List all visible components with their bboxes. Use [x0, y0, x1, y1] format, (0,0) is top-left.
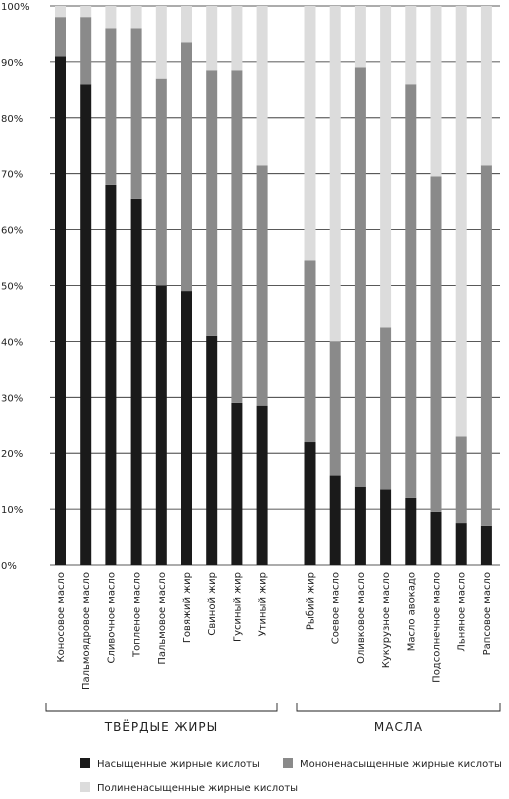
category-label: Свиной жир — [207, 572, 218, 636]
bar-segment-3 — [329, 6, 341, 342]
category-label: Льняное масло — [457, 572, 468, 652]
grid-lines — [50, 5, 500, 566]
bar-segment-3 — [155, 6, 167, 79]
group-bracket — [296, 703, 501, 712]
y-tick-label: 50% — [1, 282, 23, 293]
category-label: Коносовое масло — [56, 572, 67, 663]
bar-segment-2 — [430, 176, 442, 512]
bar-segment-1 — [380, 489, 392, 565]
group-label: ТВЁРДЫЕ ЖИРЫ — [104, 719, 218, 734]
bar-segment-2 — [130, 28, 142, 199]
bar-segment-2 — [256, 165, 268, 406]
bar-segment-3 — [354, 6, 366, 68]
legend-label: Полиненасыщенные жирные кислоты — [97, 783, 298, 794]
group-bracket — [45, 703, 278, 712]
bar-segment-2 — [55, 17, 66, 57]
category-label: Оливковое масло — [356, 572, 367, 664]
bar-segment-2 — [105, 28, 117, 185]
bar-segment-1 — [455, 523, 467, 565]
category-label: Гусиный жир — [232, 572, 243, 642]
bar-segment-3 — [130, 6, 142, 29]
bar-segment-2 — [480, 165, 492, 526]
bar-segment-1 — [181, 291, 192, 565]
bar-segment-3 — [231, 6, 243, 71]
bar-segment-3 — [304, 6, 316, 261]
category-label: Рапсовое масло — [482, 572, 493, 655]
legend: Насыщенные жирные кислоты Мононенасыщенны… — [80, 758, 502, 794]
y-tick-label: 80% — [1, 114, 23, 125]
bar-segment-2 — [231, 70, 243, 403]
bar-segment-3 — [206, 6, 218, 71]
bar-segment-2 — [155, 78, 167, 286]
bar-segment-2 — [206, 70, 218, 336]
bar-segment-3 — [380, 6, 392, 328]
bar-segment-1 — [105, 184, 117, 565]
bar-segment-3 — [256, 6, 268, 166]
y-tick-label: 100% — [1, 2, 30, 13]
bar-segment-1 — [256, 405, 268, 565]
bar-segment-3 — [80, 6, 92, 18]
bar-segment-2 — [304, 260, 316, 443]
bar-segment-1 — [480, 525, 492, 565]
bar-segment-3 — [480, 6, 492, 166]
bar-segment-1 — [430, 511, 442, 565]
category-label: Пальмовое масло — [157, 572, 168, 665]
category-label: Пальмоядровое масло — [81, 572, 92, 690]
y-tick-label: 70% — [1, 170, 23, 181]
bar-segment-2 — [455, 436, 467, 524]
category-label: Говяжий жир — [182, 572, 193, 643]
bar-segment-3 — [55, 6, 66, 18]
y-tick-label: 90% — [1, 58, 23, 69]
bar-segment-1 — [206, 335, 218, 565]
bar-segment-2 — [380, 327, 392, 490]
legend-label: Мононенасыщенные жирные кислоты — [300, 759, 502, 770]
y-axis-ticks: 0% 10% 20% 30% 40% 50% 60% 70% 80% 90% 100% — [1, 2, 30, 572]
bar-segment-1 — [329, 475, 341, 565]
bar-segment-1 — [231, 402, 243, 565]
bar-segment-2 — [80, 17, 92, 85]
bar-segment-1 — [55, 56, 66, 566]
category-label: Кукурузное масло — [381, 572, 392, 668]
category-label: Топленое масло — [132, 572, 143, 658]
bar-segment-2 — [405, 84, 417, 498]
y-tick-label: 30% — [1, 393, 23, 404]
category-label: Подсолнечное масло — [432, 572, 443, 683]
y-tick-label: 0% — [1, 561, 17, 572]
bar-segment-1 — [130, 198, 142, 566]
y-tick-label: 20% — [1, 449, 23, 460]
bar-segment-1 — [304, 442, 316, 565]
category-label: Утиный жир — [258, 572, 269, 636]
category-groups: ТВЁРДЫЕ ЖИРЫ МАСЛА — [45, 703, 501, 734]
bar-segment-3 — [181, 6, 192, 43]
bar-segment-3 — [430, 6, 442, 177]
bar-segment-3 — [105, 6, 117, 29]
bar-segment-2 — [181, 42, 192, 292]
bar-segment-3 — [405, 6, 417, 85]
bars — [55, 6, 492, 566]
group-label: МАСЛА — [374, 720, 423, 734]
legend-swatch — [80, 758, 90, 768]
legend-swatch — [283, 758, 293, 768]
legend-label: Насыщенные жирные кислоты — [97, 759, 260, 770]
y-tick-label: 60% — [1, 226, 23, 237]
x-axis-labels: Коносовое масло Пальмоядровое масло Сливоч… — [56, 572, 493, 690]
category-label: Рыбий жир — [306, 572, 317, 630]
y-tick-label: 10% — [1, 505, 23, 516]
category-label: Сливочное масло — [106, 572, 117, 663]
category-label: Масло авокадо — [406, 572, 417, 651]
legend-swatch — [80, 782, 90, 792]
bar-segment-1 — [80, 84, 92, 565]
bar-segment-1 — [354, 486, 366, 565]
bar-segment-3 — [455, 6, 467, 437]
category-label: Соевое масло — [331, 572, 342, 644]
y-tick-label: 40% — [1, 337, 23, 348]
bar-segment-1 — [405, 497, 417, 565]
bar-segment-2 — [354, 67, 366, 487]
bar-segment-2 — [329, 341, 341, 476]
bar-segment-1 — [155, 285, 167, 565]
